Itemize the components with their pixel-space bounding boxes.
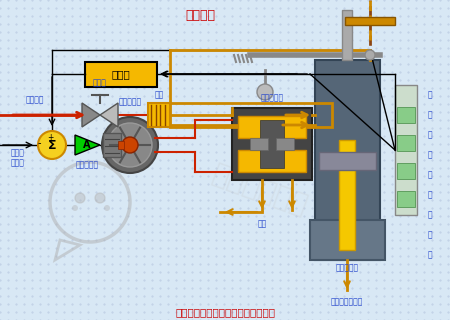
Text: 差: 差 [428, 171, 432, 180]
Text: 动: 动 [428, 190, 432, 199]
Text: 回油: 回油 [257, 220, 266, 228]
Text: 高压主汽阀和调节汽阀的工作原理图: 高压主汽阀和调节汽阀的工作原理图 [175, 307, 275, 317]
Text: 送: 送 [428, 230, 432, 239]
Text: 变: 变 [428, 211, 432, 220]
Bar [148, 103, 170, 127]
Bar [103, 133, 121, 157]
Bar [85, 62, 157, 87]
Bar [395, 85, 417, 215]
Text: 快速卸载: 快速卸载 [185, 9, 215, 21]
Circle shape [72, 205, 78, 211]
Circle shape [104, 205, 110, 211]
Text: A: A [83, 140, 91, 150]
Text: 控制器
来信号: 控制器 来信号 [11, 148, 25, 168]
Text: 伺服放大器: 伺服放大器 [76, 161, 99, 170]
Bar [310, 220, 385, 260]
Text: 线: 线 [428, 91, 432, 100]
Text: 滤网: 滤网 [154, 91, 164, 100]
Text: 解调器: 解调器 [112, 69, 130, 79]
Bar [238, 116, 306, 138]
Text: 位: 位 [428, 131, 432, 140]
Bar [319, 152, 376, 170]
Bar [232, 108, 312, 180]
Text: Σ: Σ [48, 139, 56, 151]
Circle shape [108, 123, 152, 167]
Bar [397, 191, 415, 207]
Circle shape [95, 193, 105, 203]
Bar [397, 163, 415, 179]
Circle shape [365, 50, 375, 60]
Bar [397, 107, 415, 123]
Polygon shape [100, 103, 118, 127]
Text: +: + [47, 132, 53, 141]
Circle shape [75, 193, 85, 203]
Bar [397, 135, 415, 151]
Bar [345, 17, 395, 25]
Text: 性: 性 [428, 110, 432, 119]
Text: 快速卸载阀: 快速卸载阀 [261, 93, 284, 102]
Polygon shape [82, 103, 100, 127]
Bar [170, 103, 332, 127]
Bar [342, 10, 352, 60]
Text: -: - [37, 138, 41, 148]
Text: 移: 移 [428, 150, 432, 159]
Text: 电液转换器: 电液转换器 [118, 98, 142, 107]
Polygon shape [75, 135, 100, 155]
Circle shape [257, 84, 273, 100]
Text: 激光刻录原理: 激光刻录原理 [208, 160, 312, 220]
Text: 单侧油动机: 单侧油动机 [335, 263, 359, 273]
Text: 隔绝阀: 隔绝阀 [93, 78, 107, 87]
Bar [276, 138, 294, 150]
Text: 高压供油: 高压供油 [26, 95, 44, 105]
Bar [260, 120, 284, 168]
Bar [250, 138, 268, 150]
Text: 主汽阀危急遮断: 主汽阀危急遮断 [331, 298, 363, 307]
Bar [315, 60, 380, 260]
Bar [118, 141, 124, 149]
Bar [238, 150, 306, 172]
Text: 器: 器 [428, 251, 432, 260]
Circle shape [102, 117, 158, 173]
Circle shape [122, 137, 138, 153]
Bar [339, 140, 355, 250]
Circle shape [38, 131, 66, 159]
